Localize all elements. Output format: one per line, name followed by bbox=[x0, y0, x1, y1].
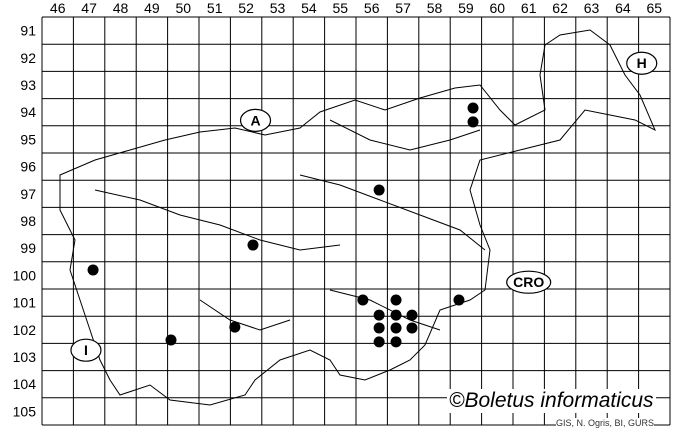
row-label: 96 bbox=[20, 159, 36, 175]
row-label: 95 bbox=[20, 131, 36, 147]
river bbox=[94, 189, 341, 251]
record-dot bbox=[87, 264, 99, 276]
country-border bbox=[59, 29, 656, 406]
column-label: 60 bbox=[490, 0, 506, 16]
river bbox=[329, 289, 441, 331]
column-label: 47 bbox=[81, 0, 97, 16]
row-label: 100 bbox=[13, 267, 37, 283]
column-label: 58 bbox=[427, 0, 443, 16]
row-label: 94 bbox=[20, 104, 36, 120]
row-label: 104 bbox=[13, 376, 37, 392]
credit-text: ©Boletus informaticus bbox=[447, 389, 656, 413]
river bbox=[299, 174, 486, 251]
column-label: 65 bbox=[647, 0, 663, 16]
record-dot bbox=[373, 336, 385, 348]
column-label: 49 bbox=[144, 0, 160, 16]
row-label: 103 bbox=[13, 349, 37, 365]
column-label: 61 bbox=[521, 0, 537, 16]
country-label-ellipse bbox=[626, 51, 658, 75]
border-outline bbox=[59, 29, 656, 406]
record-dot bbox=[229, 321, 241, 333]
row-label: 93 bbox=[20, 77, 36, 93]
column-label: 54 bbox=[301, 0, 317, 16]
country-label-ellipse bbox=[70, 338, 102, 362]
record-dot bbox=[390, 322, 402, 334]
row-label: 92 bbox=[20, 50, 36, 66]
grid: 46 47 48 49 50 51 52 53 54 55 56 57 58 59 60 61 62 63 64 65… bbox=[13, 0, 671, 426]
record-dot bbox=[373, 322, 385, 334]
country-label-ellipse bbox=[506, 270, 552, 294]
row-label: 97 bbox=[20, 186, 36, 202]
record-dot bbox=[467, 116, 479, 128]
column-label: 59 bbox=[458, 0, 474, 16]
row-label: 98 bbox=[20, 213, 36, 229]
record-dot bbox=[467, 102, 479, 114]
river bbox=[199, 299, 291, 331]
record-dot bbox=[165, 334, 177, 346]
country-label: A bbox=[250, 112, 260, 128]
river bbox=[329, 119, 481, 151]
record-dot bbox=[357, 294, 369, 306]
records bbox=[87, 102, 479, 348]
row-label: 91 bbox=[20, 23, 36, 39]
column-label: 50 bbox=[176, 0, 192, 16]
record-dot bbox=[453, 294, 465, 306]
record-dot bbox=[247, 239, 259, 251]
column-label: 56 bbox=[364, 0, 380, 16]
record-dot bbox=[373, 184, 385, 196]
country-label: CRO bbox=[513, 274, 544, 290]
record-dot bbox=[390, 294, 402, 306]
column-label: 53 bbox=[270, 0, 286, 16]
source-text: GIS, N. Ogris, BI, GURS bbox=[556, 418, 655, 428]
column-label: 55 bbox=[333, 0, 349, 16]
country-label: I bbox=[84, 342, 88, 358]
column-label: 51 bbox=[207, 0, 223, 16]
row-label: 101 bbox=[13, 295, 37, 311]
column-label: 63 bbox=[584, 0, 600, 16]
record-dot bbox=[406, 322, 418, 334]
row-label: 99 bbox=[20, 240, 36, 256]
record-dot bbox=[390, 336, 402, 348]
record-dot bbox=[390, 309, 402, 321]
row-label: 105 bbox=[13, 403, 37, 419]
column-label: 57 bbox=[395, 0, 411, 16]
column-label: 64 bbox=[615, 0, 631, 16]
country-labels: A H CRO I bbox=[70, 51, 658, 362]
column-label: 46 bbox=[50, 0, 66, 16]
row-label: 102 bbox=[13, 322, 37, 338]
column-label: 62 bbox=[552, 0, 568, 16]
country-label-ellipse bbox=[239, 108, 272, 132]
country-label: H bbox=[637, 55, 647, 71]
column-label: 48 bbox=[113, 0, 129, 16]
record-dot bbox=[406, 309, 418, 321]
column-label: 52 bbox=[238, 0, 254, 16]
record-dot bbox=[373, 309, 385, 321]
